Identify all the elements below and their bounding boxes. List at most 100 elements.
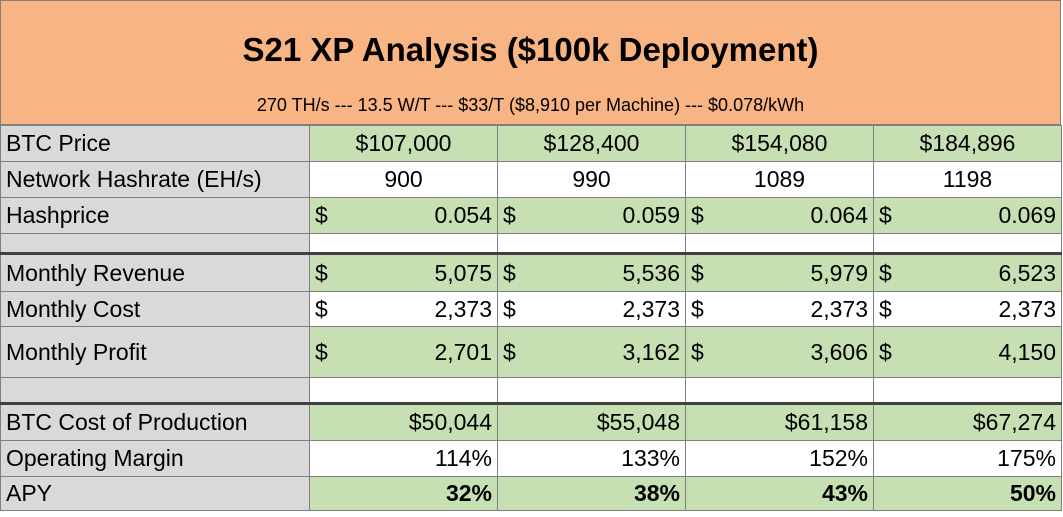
currency-symbol: $ — [503, 338, 516, 365]
currency-symbol: $ — [879, 295, 892, 322]
cell-operating-margin-4[interactable]: 175% — [873, 440, 1062, 477]
empty-cell[interactable] — [873, 233, 1062, 254]
cell-apy-2[interactable]: 38% — [497, 476, 686, 511]
analysis-table: BTC Price $107,000 $128,400 $154,080 $18… — [0, 125, 1062, 511]
cell-apy-4[interactable]: 50% — [873, 476, 1062, 511]
empty-cell[interactable] — [685, 233, 874, 254]
cell-value: 2,373 — [434, 295, 492, 322]
cell-monthly-cost-1[interactable]: $2,373 — [309, 291, 498, 327]
cell-network-hashrate-2[interactable]: 990 — [497, 161, 686, 198]
currency-symbol: $ — [315, 202, 328, 228]
empty-cell[interactable] — [873, 377, 1062, 404]
cell-btc-cost-1[interactable]: $50,044 — [309, 402, 498, 441]
row-label-operating-margin[interactable]: Operating Margin — [0, 440, 310, 477]
cell-value: 6,523 — [998, 259, 1056, 286]
cell-monthly-profit-4[interactable]: $4,150 — [873, 326, 1062, 378]
currency-symbol: $ — [503, 202, 516, 228]
currency-symbol: $ — [879, 259, 892, 286]
currency-symbol: $ — [503, 259, 516, 286]
cell-hashprice-4[interactable]: $0.069 — [873, 197, 1062, 234]
currency-symbol: $ — [691, 295, 704, 322]
page-title: S21 XP Analysis ($100k Deployment) — [242, 31, 819, 68]
table-row-spacer — [0, 377, 1062, 404]
currency-symbol: $ — [691, 338, 704, 365]
cell-btc-cost-3[interactable]: $61,158 — [685, 402, 874, 441]
row-label-btc-cost-of-production[interactable]: BTC Cost of Production — [0, 402, 310, 441]
empty-cell[interactable] — [309, 233, 498, 254]
cell-value: 0.054 — [434, 202, 492, 228]
cell-operating-margin-1[interactable]: 114% — [309, 440, 498, 477]
cell-monthly-revenue-2[interactable]: $5,536 — [497, 252, 686, 292]
row-label-btc-price[interactable]: BTC Price — [0, 125, 310, 162]
cell-btc-cost-4[interactable]: $67,274 — [873, 402, 1062, 441]
cell-monthly-cost-4[interactable]: $2,373 — [873, 291, 1062, 327]
table-row-apy: APY 32% 38% 43% 50% — [0, 476, 1062, 511]
cell-network-hashrate-4[interactable]: 1198 — [873, 161, 1062, 198]
cell-network-hashrate-3[interactable]: 1089 — [685, 161, 874, 198]
header-banner: S21 XP Analysis ($100k Deployment) 270 T… — [0, 0, 1061, 125]
currency-symbol: $ — [315, 259, 328, 286]
cell-value: 2,701 — [434, 338, 492, 365]
cell-value: 0.069 — [998, 202, 1056, 228]
cell-value: 5,075 — [434, 259, 492, 286]
cell-value: 5,979 — [810, 259, 868, 286]
table-row-operating-margin: Operating Margin 114% 133% 152% 175% — [0, 440, 1062, 477]
table-row-monthly-profit: Monthly Profit $2,701 $3,162 $3,606 $4,1… — [0, 326, 1062, 378]
cell-value: 0.059 — [622, 202, 680, 228]
cell-monthly-profit-2[interactable]: $3,162 — [497, 326, 686, 378]
cell-monthly-cost-3[interactable]: $2,373 — [685, 291, 874, 327]
row-label-monthly-cost[interactable]: Monthly Cost — [0, 291, 310, 327]
currency-symbol: $ — [315, 295, 328, 322]
cell-value: 2,373 — [810, 295, 868, 322]
table-row-btc-cost-of-production: BTC Cost of Production $50,044 $55,048 $… — [0, 402, 1062, 441]
empty-cell[interactable] — [0, 233, 310, 254]
empty-cell[interactable] — [309, 377, 498, 404]
cell-monthly-revenue-3[interactable]: $5,979 — [685, 252, 874, 292]
cell-apy-3[interactable]: 43% — [685, 476, 874, 511]
cell-btc-price-4[interactable]: $184,896 — [873, 125, 1062, 162]
row-label-hashprice[interactable]: Hashprice — [0, 197, 310, 234]
empty-cell[interactable] — [685, 377, 874, 404]
currency-symbol: $ — [691, 202, 704, 228]
cell-hashprice-2[interactable]: $0.059 — [497, 197, 686, 234]
page-subtitle: 270 TH/s --- 13.5 W/T --- $33/T ($8,910 … — [256, 95, 805, 115]
cell-monthly-cost-2[interactable]: $2,373 — [497, 291, 686, 327]
cell-btc-price-1[interactable]: $107,000 — [309, 125, 498, 162]
cell-btc-cost-2[interactable]: $55,048 — [497, 402, 686, 441]
cell-value: 3,162 — [622, 338, 680, 365]
cell-value: 2,373 — [622, 295, 680, 322]
table-row-spacer — [0, 233, 1062, 254]
cell-hashprice-1[interactable]: $0.054 — [309, 197, 498, 234]
cell-value: 2,373 — [998, 295, 1056, 322]
row-label-monthly-revenue[interactable]: Monthly Revenue — [0, 252, 310, 292]
cell-value: 0.064 — [810, 202, 868, 228]
currency-symbol: $ — [879, 338, 892, 365]
empty-cell[interactable] — [497, 233, 686, 254]
cell-network-hashrate-1[interactable]: 900 — [309, 161, 498, 198]
row-label-apy[interactable]: APY — [0, 476, 310, 511]
row-label-network-hashrate[interactable]: Network Hashrate (EH/s) — [0, 161, 310, 198]
cell-value: 3,606 — [810, 338, 868, 365]
row-label-monthly-profit[interactable]: Monthly Profit — [0, 326, 310, 378]
table-row-btc-price: BTC Price $107,000 $128,400 $154,080 $18… — [0, 125, 1062, 162]
table-row-monthly-cost: Monthly Cost $2,373 $2,373 $2,373 $2,373 — [0, 291, 1062, 327]
cell-monthly-profit-1[interactable]: $2,701 — [309, 326, 498, 378]
cell-hashprice-3[interactable]: $0.064 — [685, 197, 874, 234]
cell-monthly-revenue-1[interactable]: $5,075 — [309, 252, 498, 292]
cell-value: 5,536 — [622, 259, 680, 286]
empty-cell[interactable] — [497, 377, 686, 404]
currency-symbol: $ — [691, 259, 704, 286]
cell-monthly-revenue-4[interactable]: $6,523 — [873, 252, 1062, 292]
cell-operating-margin-2[interactable]: 133% — [497, 440, 686, 477]
cell-btc-price-3[interactable]: $154,080 — [685, 125, 874, 162]
table-row-monthly-revenue: Monthly Revenue $5,075 $5,536 $5,979 $6,… — [0, 252, 1062, 292]
cell-btc-price-2[interactable]: $128,400 — [497, 125, 686, 162]
cell-value: 4,150 — [998, 338, 1056, 365]
cell-operating-margin-3[interactable]: 152% — [685, 440, 874, 477]
cell-monthly-profit-3[interactable]: $3,606 — [685, 326, 874, 378]
table-row-hashprice: Hashprice $0.054 $0.059 $0.064 $0.069 — [0, 197, 1062, 234]
cell-apy-1[interactable]: 32% — [309, 476, 498, 511]
table-row-network-hashrate: Network Hashrate (EH/s) 900 990 1089 119… — [0, 161, 1062, 198]
empty-cell[interactable] — [0, 377, 310, 404]
